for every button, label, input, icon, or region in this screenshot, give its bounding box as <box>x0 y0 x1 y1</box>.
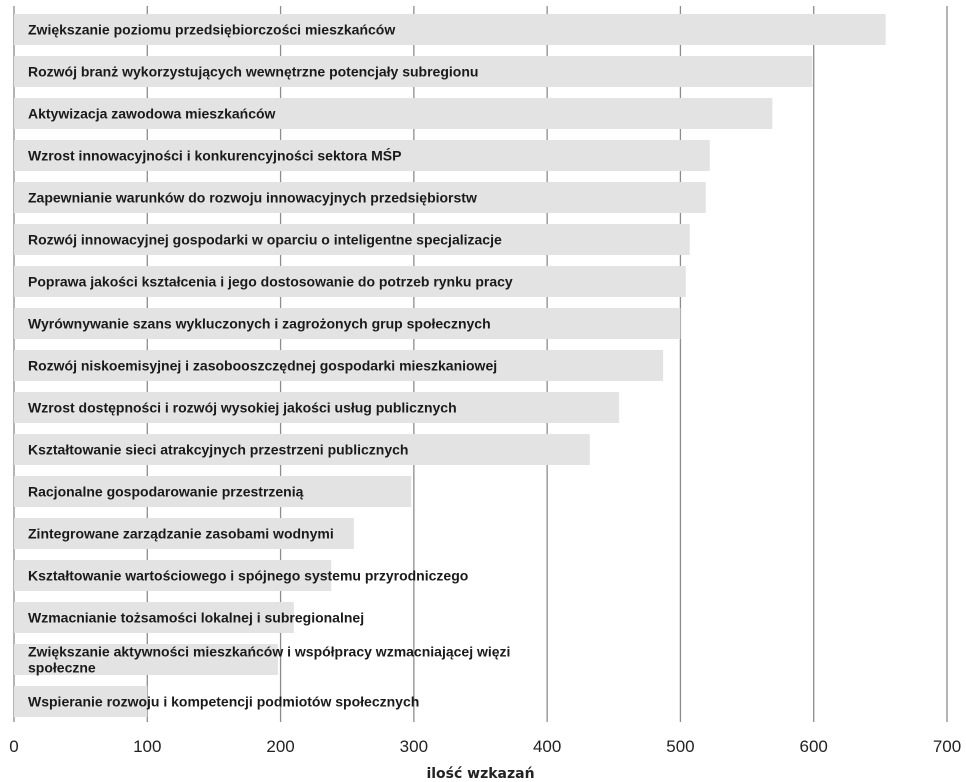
bar-category-label: Wspieranie rozwoju i kompetencji podmiot… <box>28 694 419 710</box>
bar-category-label: Rozwój branż wykorzystujących wewnętrzne… <box>28 64 478 80</box>
bar-category-label: Zapewnianie warunków do rozwoju innowacy… <box>28 190 477 206</box>
bar <box>14 392 620 423</box>
bar-category-label: Kształtowanie sieci atrakcyjnych przestr… <box>28 442 408 458</box>
bar-category-label: Wzmacnianie tożsamości lokalnej i subreg… <box>28 610 364 626</box>
bar <box>14 434 590 465</box>
bar-category-label: Poprawa jakości kształcenia i jego dosto… <box>28 274 513 290</box>
bars <box>14 14 886 717</box>
bar-category-label: Aktywizacja zawodowa mieszkańców <box>28 106 276 122</box>
x-tick-label: 100 <box>133 737 161 756</box>
bar-category-label: Wyrównywanie szans wykluczonych i zagroż… <box>28 316 491 332</box>
bar <box>14 686 148 717</box>
bar-category-label: Wzrost innowacyjności i konkurencyjności… <box>28 147 401 164</box>
x-tick-label: 500 <box>666 737 694 756</box>
bar <box>14 644 278 675</box>
bar-category-label: Racjonalne gospodarowanie przestrzenią <box>28 484 304 500</box>
bar-category-label: Wzrost dostępności i rozwój wysokiej jak… <box>28 400 457 416</box>
bar <box>14 266 686 297</box>
x-tick-label: 300 <box>400 737 428 756</box>
bar-category-label: Kształtowanie wartościowego i spójnego s… <box>28 568 468 584</box>
bar-category-label: Zwiększanie poziomu przedsiębiorczości m… <box>28 22 395 38</box>
bar-category-label: Rozwój niskoemisyjnej i zasobooszczędnej… <box>28 358 497 374</box>
bar <box>14 560 332 591</box>
bar <box>14 476 412 507</box>
bar <box>14 56 813 87</box>
x-tick-label: 200 <box>266 737 294 756</box>
bar <box>14 14 886 45</box>
bar <box>14 182 706 213</box>
bar <box>14 602 294 633</box>
x-tick-label: 400 <box>533 737 561 756</box>
bar-category-label: Zintegrowane zarządzanie zasobami wodnym… <box>28 526 334 542</box>
bar <box>14 518 354 549</box>
x-tick-label: 0 <box>9 737 18 756</box>
bar <box>14 98 773 129</box>
bar <box>14 308 681 339</box>
x-axis-ticks: 0 100 200 300 400 500 600 700 <box>9 737 961 756</box>
bar-category-label: Rozwój innowacyjnej gospodarki w oparciu… <box>28 232 502 248</box>
bar-labels: Zwiększanie poziomu przedsiębiorczości m… <box>28 22 513 710</box>
bar <box>14 350 664 381</box>
bar-category-label: Zwiększanie aktywności mieszkańców i wsp… <box>28 644 510 676</box>
x-axis-title: ilość wzkazań <box>426 766 534 782</box>
x-tick-label: 700 <box>933 737 961 756</box>
bar <box>14 224 690 255</box>
bar <box>14 140 710 171</box>
x-tick-label: 600 <box>800 737 828 756</box>
